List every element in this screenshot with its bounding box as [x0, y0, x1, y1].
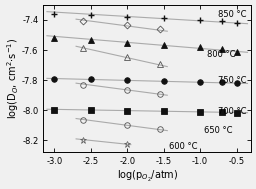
Text: 750 °C: 750 °C	[218, 76, 247, 85]
Text: 600 °C: 600 °C	[169, 142, 197, 151]
Text: 800 °C: 800 °C	[207, 50, 236, 59]
Text: 650 °C: 650 °C	[204, 126, 232, 135]
Text: 700 °C: 700 °C	[218, 107, 247, 115]
Text: 850 °C: 850 °C	[218, 10, 247, 19]
X-axis label: log(p$_{O_2}$/atm): log(p$_{O_2}$/atm)	[116, 169, 178, 184]
Y-axis label: log(D$_O$, cm$^2$$\cdot$s$^{-1}$): log(D$_O$, cm$^2$$\cdot$s$^{-1}$)	[5, 38, 21, 119]
